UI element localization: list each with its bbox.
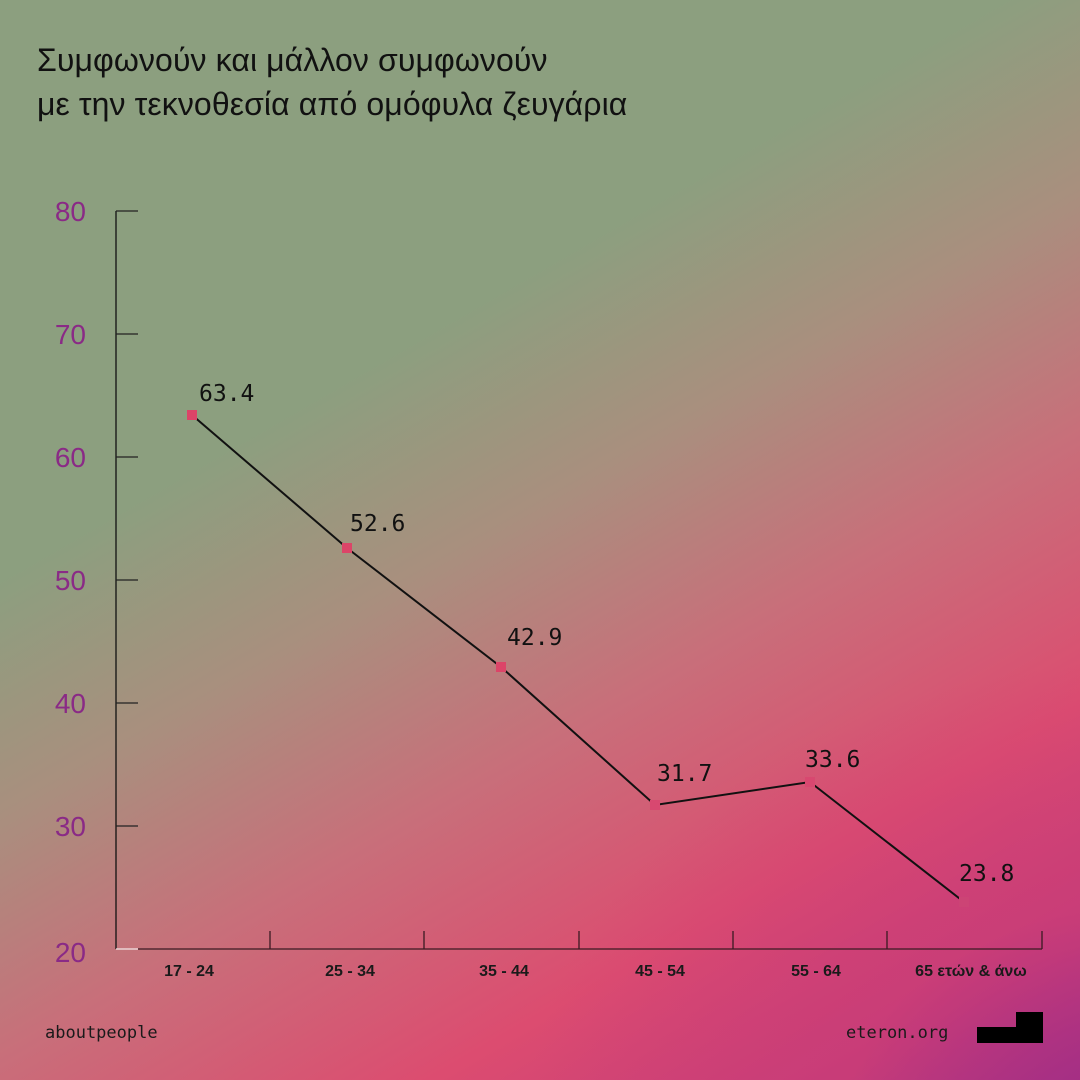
value-label-17-24: 63.4	[199, 381, 254, 407]
y-tick-labels: 80 70 60 50 40 30 20	[55, 196, 86, 968]
value-label-65-plus: 23.8	[959, 861, 1014, 887]
y-axis-ticks	[116, 210, 138, 950]
chart-title-line2: με την τεκνοθεσία από ομόφυλα ζευγάρια	[37, 86, 628, 122]
marker-35-44	[496, 662, 506, 672]
eteron-logo-icon	[977, 1012, 1043, 1043]
y-tick-20: 20	[55, 937, 86, 968]
y-tick-60: 60	[55, 442, 86, 473]
marker-55-64	[805, 777, 815, 787]
x-tick-labels: 17 - 24 25 - 34 35 - 44 45 - 54 55 - 64 …	[164, 963, 1027, 980]
marker-25-34	[342, 543, 352, 553]
value-label-45-54: 31.7	[657, 761, 712, 787]
marker-45-54	[650, 800, 660, 810]
data-markers	[187, 410, 969, 907]
value-labels: 63.4 52.6 42.9 31.7 33.6 23.8	[199, 381, 1014, 887]
x-label-55-64: 55 - 64	[791, 963, 841, 980]
value-label-25-34: 52.6	[350, 511, 405, 537]
y-tick-80: 80	[55, 196, 86, 227]
value-label-55-64: 33.6	[805, 747, 860, 773]
x-label-17-24: 17 - 24	[164, 963, 214, 980]
y-tick-40: 40	[55, 688, 86, 719]
x-label-45-54: 45 - 54	[635, 963, 685, 980]
marker-65-plus	[959, 897, 969, 907]
x-label-65-plus: 65 ετών & άνω	[915, 963, 1027, 980]
x-axis-ticks	[269, 931, 1043, 949]
x-label-25-34: 25 - 34	[325, 963, 375, 980]
y-tick-30: 30	[55, 811, 86, 842]
chart-title-line1: Συμφωνούν και μάλλον συμφωνούν	[37, 42, 548, 78]
y-tick-50: 50	[55, 565, 86, 596]
data-line	[191, 414, 965, 903]
source-aboutpeople: aboutpeople	[45, 1023, 158, 1043]
y-tick-70: 70	[55, 319, 86, 350]
chart-title: Συμφωνούν και μάλλον συμφωνούν με την τε…	[37, 38, 627, 126]
value-label-35-44: 42.9	[507, 625, 562, 651]
source-eteron: eteron.org	[846, 1023, 949, 1043]
x-label-35-44: 35 - 44	[479, 963, 529, 980]
marker-17-24	[187, 410, 197, 420]
